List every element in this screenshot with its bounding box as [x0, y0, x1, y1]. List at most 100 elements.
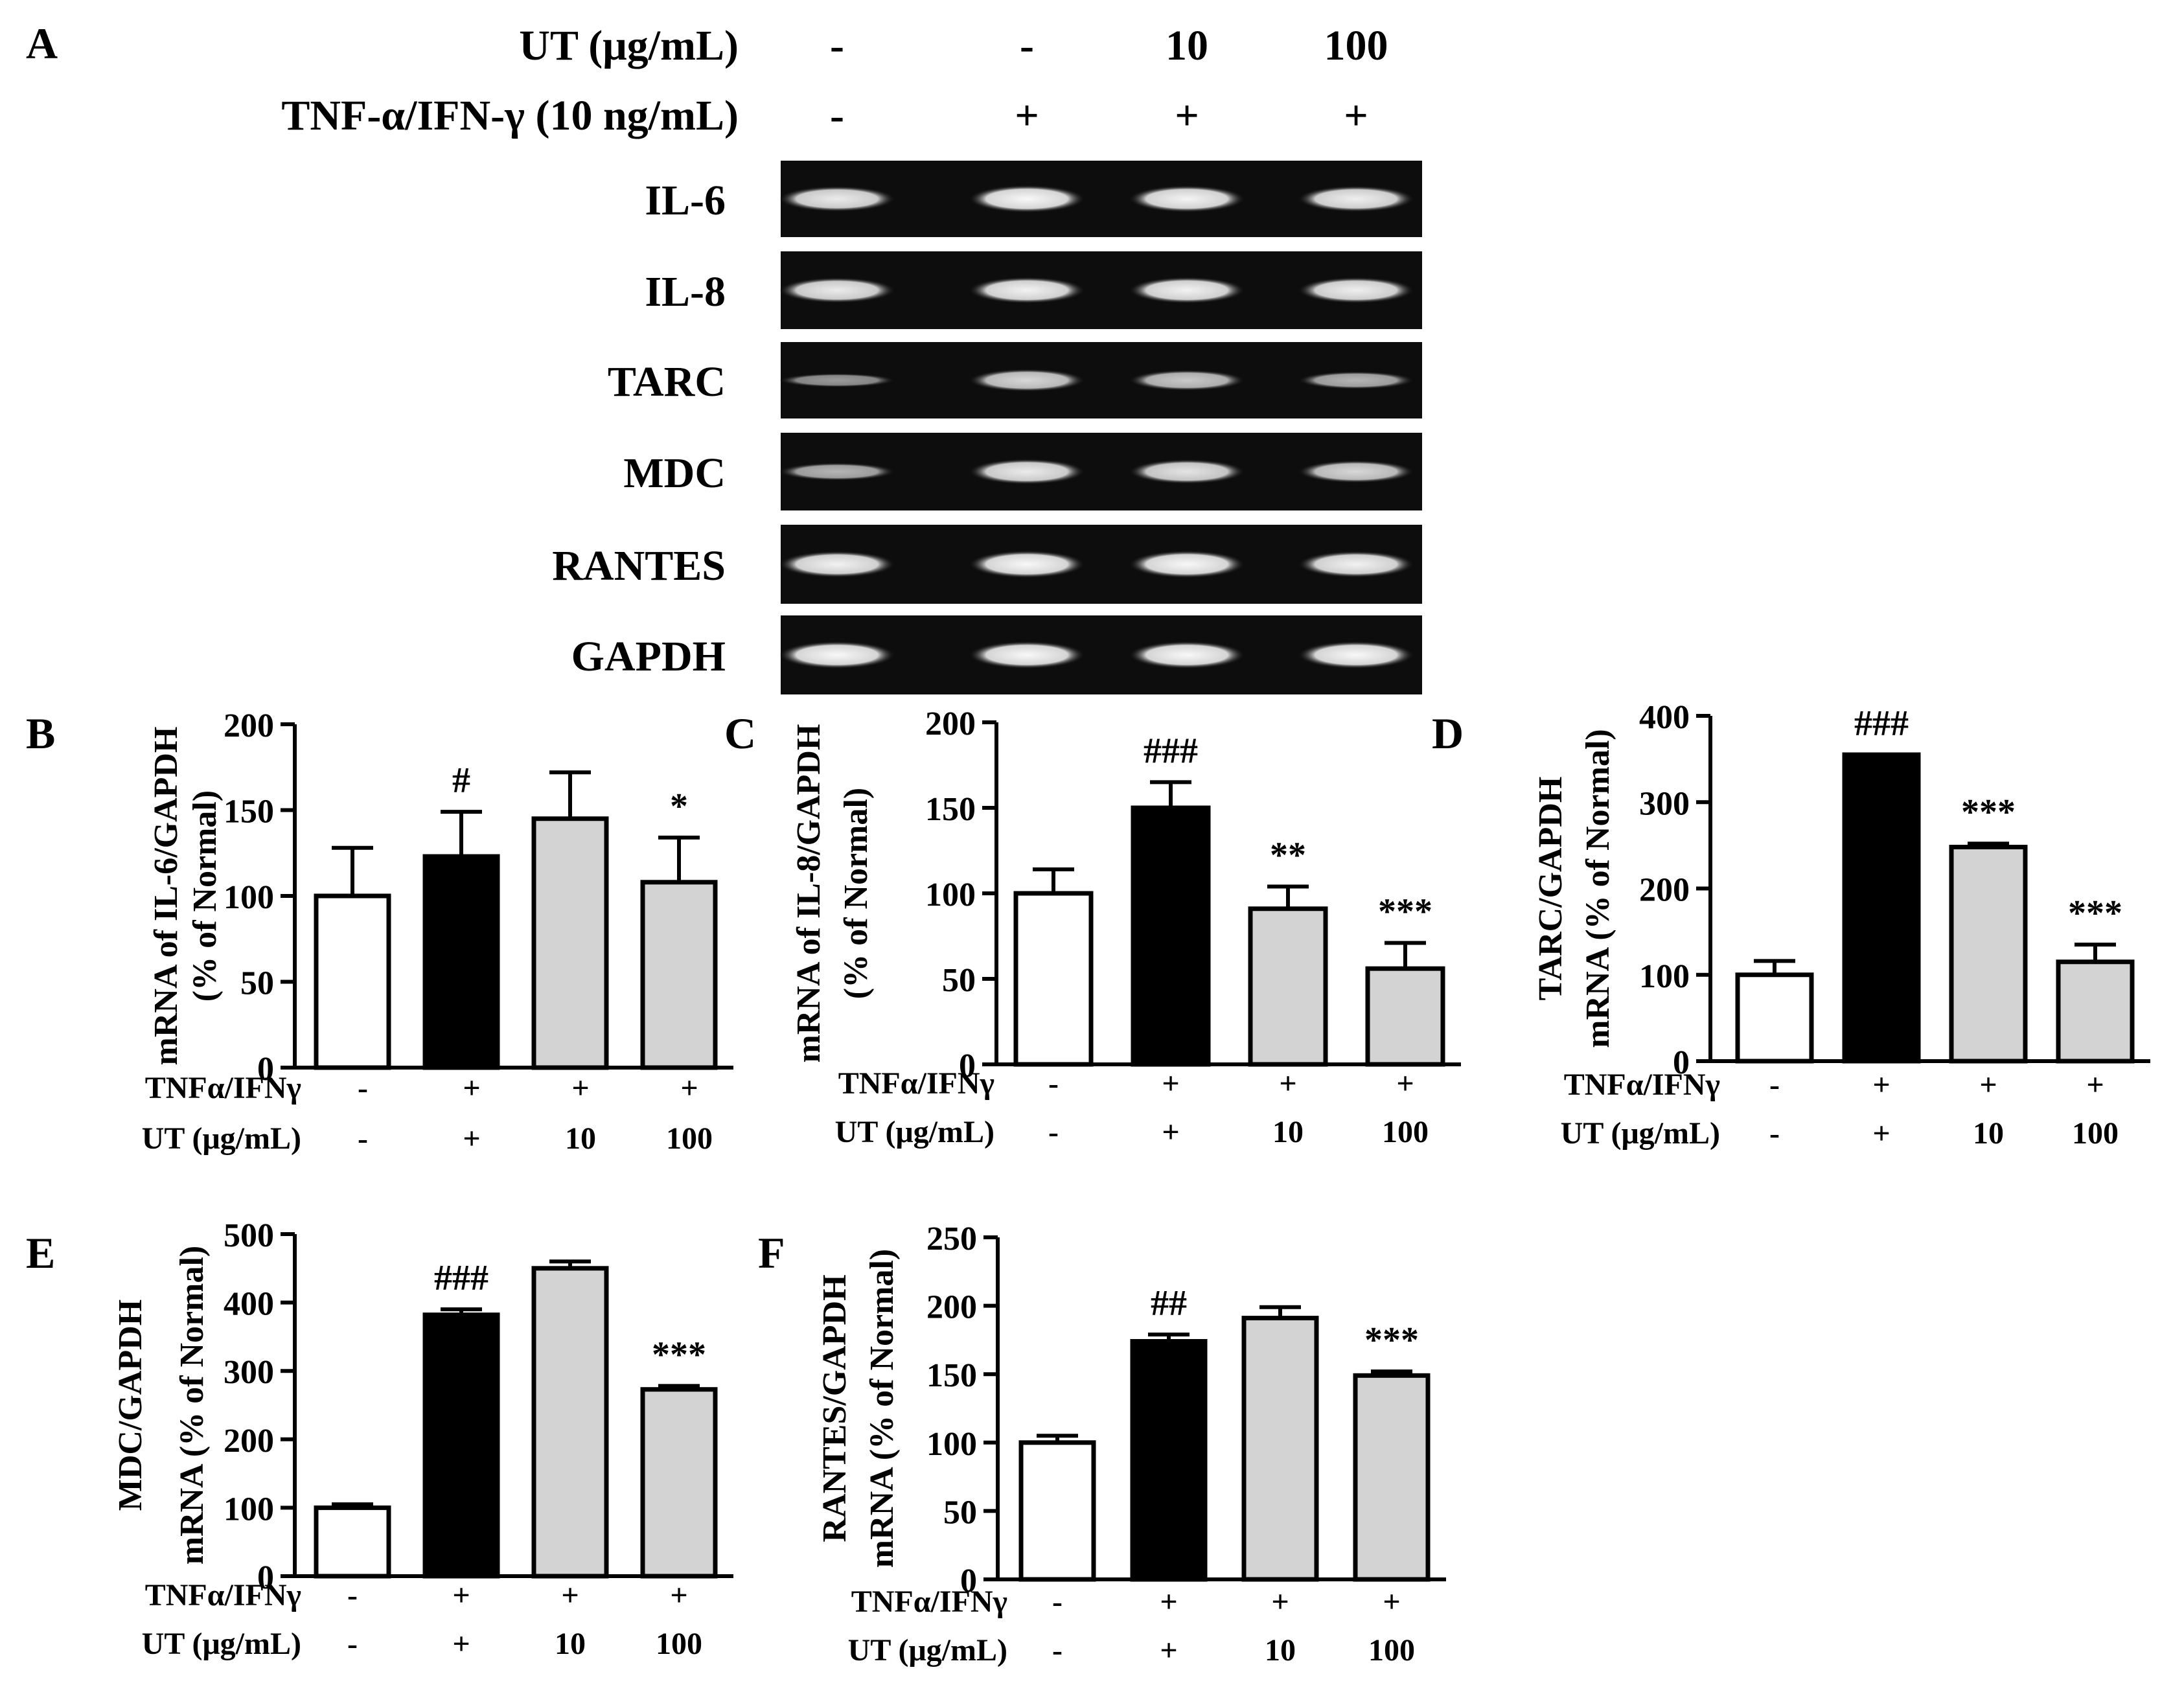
gel-band: [1129, 550, 1245, 579]
ut-dose-value: 10: [1166, 22, 1208, 69]
gel-band: [779, 551, 895, 578]
gel-band: [1129, 277, 1245, 304]
y-axis-label: mRNA (% of Normal): [864, 1249, 901, 1568]
y-tick-label: 100: [224, 879, 274, 916]
condition-value: 10: [1272, 1115, 1304, 1149]
condition-value: 10: [555, 1627, 586, 1661]
y-axis-label: TARC/GAPDH: [1532, 777, 1569, 1001]
gel-band: [1129, 185, 1245, 212]
condition-value: +: [463, 1121, 480, 1156]
y-tick-label: 200: [926, 1289, 977, 1326]
gel-band: [1298, 551, 1414, 578]
panel-label: C: [724, 709, 756, 758]
significance-marker: ***: [652, 1335, 706, 1375]
y-tick-label: 300: [1639, 785, 1690, 822]
gel-band: [969, 369, 1085, 392]
significance-marker: ###: [434, 1258, 489, 1298]
condition-value: +: [1162, 1066, 1179, 1101]
bar: [1353, 1373, 1431, 1582]
chart-b: B 0 50 100 150 200 mRNA of IL-6/GAPDH (% of Nor…: [26, 707, 733, 1156]
gel-band: [969, 550, 1085, 579]
y-tick-label: 150: [224, 794, 274, 831]
condition-value: +: [1162, 1115, 1179, 1149]
y-tick-label: 50: [943, 1494, 977, 1531]
bar: [1018, 1440, 1096, 1582]
condition-value: +: [452, 1578, 470, 1612]
y-tick-label: 100: [925, 877, 976, 913]
significance-marker: ***: [1364, 1320, 1419, 1360]
y-axis-label: mRNA of IL-6/GAPDH: [148, 727, 185, 1066]
y-tick-label: 150: [926, 1357, 977, 1394]
y-axis-label: (% of Normal): [838, 788, 875, 999]
condition-value: +: [561, 1578, 579, 1612]
condition-value: -: [358, 1071, 368, 1105]
gel-band: [969, 459, 1085, 485]
condition-value: 100: [1382, 1115, 1429, 1149]
significance-marker: *: [670, 786, 688, 827]
gel-band: [779, 186, 895, 212]
condition-row-label: TNFα/IFNγ: [1564, 1068, 1720, 1102]
condition-row-label: UT (μg/mL): [142, 1627, 301, 1661]
bar: [1248, 906, 1328, 1067]
bar: [1365, 966, 1445, 1067]
condition-value: -: [1052, 1633, 1063, 1667]
panel-label: F: [758, 1228, 785, 1278]
y-tick-label: 250: [926, 1220, 977, 1257]
y-tick-label: 100: [224, 1491, 274, 1528]
bar: [1130, 1339, 1208, 1582]
condition-value: +: [1271, 1585, 1289, 1619]
significance-marker: ##: [1151, 1283, 1187, 1324]
tnf-dose-value: +: [1175, 92, 1199, 139]
gel-label: IL-8: [645, 268, 726, 315]
bar: [314, 893, 391, 1070]
tnf-dose-value: +: [1344, 92, 1368, 139]
condition-row-label: UT (μg/mL): [848, 1633, 1007, 1667]
condition-value: +: [1396, 1066, 1414, 1101]
condition-value: +: [1160, 1585, 1177, 1619]
bar: [1949, 845, 2028, 1064]
panel-label: D: [1432, 709, 1464, 758]
condition-value: 100: [656, 1627, 702, 1661]
significance-marker: ###: [1854, 704, 1909, 744]
y-tick-label: 500: [224, 1217, 274, 1254]
condition-value: +: [463, 1071, 480, 1105]
bar: [531, 1266, 609, 1579]
significance-marker: **: [1270, 835, 1306, 875]
condition-value: +: [1279, 1066, 1296, 1101]
ut-dose-value: -: [830, 22, 844, 69]
y-tick-label: 400: [224, 1286, 274, 1323]
chart-f: F 0 50 100 150 200 250 RANTES/GAPDH mRNA (% of N…: [758, 1220, 1446, 1667]
condition-row-label: TNFα/IFNγ: [145, 1071, 301, 1105]
ut-dose-value: 100: [1324, 22, 1388, 69]
bar: [422, 1312, 500, 1579]
significance-marker: ###: [1144, 731, 1198, 771]
condition-value: -: [1048, 1115, 1059, 1149]
y-tick-label: 50: [240, 965, 274, 1002]
bar: [1735, 972, 1814, 1064]
condition-value: +: [571, 1071, 589, 1105]
y-tick-label: 400: [1639, 699, 1690, 736]
y-tick-label: 300: [224, 1354, 274, 1391]
condition-row-label: UT (μg/mL): [142, 1121, 301, 1156]
y-tick-label: 200: [1639, 872, 1690, 909]
gel-band: [1298, 277, 1414, 304]
gel-band: [1129, 370, 1245, 391]
y-axis-label: MDC/GAPDH: [112, 1300, 149, 1511]
condition-value: +: [1872, 1116, 1890, 1151]
bar: [422, 854, 500, 1070]
y-tick-label: 150: [925, 791, 976, 828]
y-axis-label: mRNA (% of Normal): [1580, 729, 1616, 1048]
chart-c: C 0 50 100 150 200 mRNA of IL-8/GAPDH (% of Nor…: [724, 705, 1461, 1149]
condition-value: 10: [565, 1121, 596, 1156]
gel-band: [969, 277, 1085, 304]
y-axis-label: mRNA (% of Normal): [174, 1246, 211, 1564]
gel-band: [1298, 460, 1414, 483]
y-tick-label: 0: [1673, 1044, 1690, 1081]
gel-band: [1129, 459, 1245, 484]
tnf-dose-value: -: [830, 92, 844, 139]
ut-dose-value: -: [1020, 22, 1034, 69]
condition-value: -: [1048, 1066, 1059, 1101]
tnf-dose-label: TNF-α/IFN-γ (10 ng/mL): [281, 92, 739, 139]
gel-label: TARC: [608, 358, 726, 406]
